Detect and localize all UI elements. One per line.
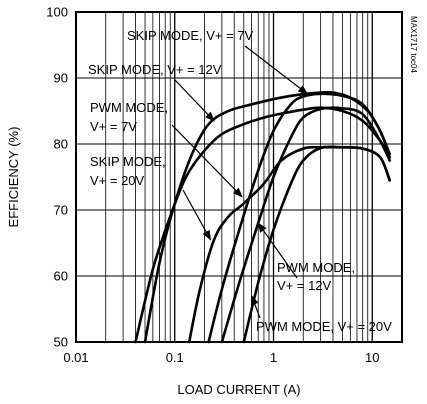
annotation-label: SKIP MODE, (90, 154, 166, 169)
annotation-label: PWM MODE, (90, 100, 168, 115)
annotation-arrow (257, 222, 298, 279)
annotation-arrow (174, 79, 215, 122)
annotation-arrow (251, 294, 261, 319)
x-tick-label: 1 (270, 350, 277, 365)
series-line (220, 106, 391, 344)
annotation-label: V+ = 7V (90, 119, 137, 134)
annotation-arrow (182, 189, 212, 241)
annotation-label: V+ = 20V (90, 173, 145, 188)
series-group (134, 90, 391, 344)
annotation-label: PWM MODE, V+ = 20V (256, 319, 392, 334)
series-line (143, 90, 391, 344)
series-line (134, 106, 391, 344)
annotations: SKIP MODE, V+ = 7V SKIP MODE, V+ = 12V PWM… (88, 28, 392, 334)
annotation-label: SKIP MODE, V+ = 12V (88, 62, 222, 77)
annotation-label: V+ = 12V (277, 278, 332, 293)
x-tick-label: 10 (365, 350, 379, 365)
tick-labels: 50 60 70 80 90 100 0.01 0.1 1 10 (46, 5, 379, 366)
y-tick-label: 60 (54, 269, 68, 284)
series-line (187, 145, 391, 344)
y-tick-label: 90 (54, 71, 68, 86)
annotation-label: PWM MODE, (277, 260, 355, 275)
plot-frame (75, 11, 403, 343)
x-axis-title: LOAD CURRENT (A) (177, 382, 300, 397)
x-tick-label: 0.01 (63, 350, 88, 365)
y-tick-label: 70 (54, 203, 68, 218)
series-line (207, 92, 391, 344)
annotation-arrow (171, 124, 243, 198)
series-line (242, 145, 391, 344)
y-axis-title: EFFICIENCY (%) (6, 127, 21, 228)
x-tick-label: 0.1 (166, 350, 184, 365)
y-tick-label: 100 (46, 5, 68, 20)
watermark-text: MAX1717 toc04 (409, 16, 418, 73)
y-tick-label: 80 (54, 137, 68, 152)
annotation-arrow (244, 45, 309, 95)
y-tick-label: 50 (54, 335, 68, 350)
annotation-label: SKIP MODE, V+ = 7V (127, 28, 254, 43)
